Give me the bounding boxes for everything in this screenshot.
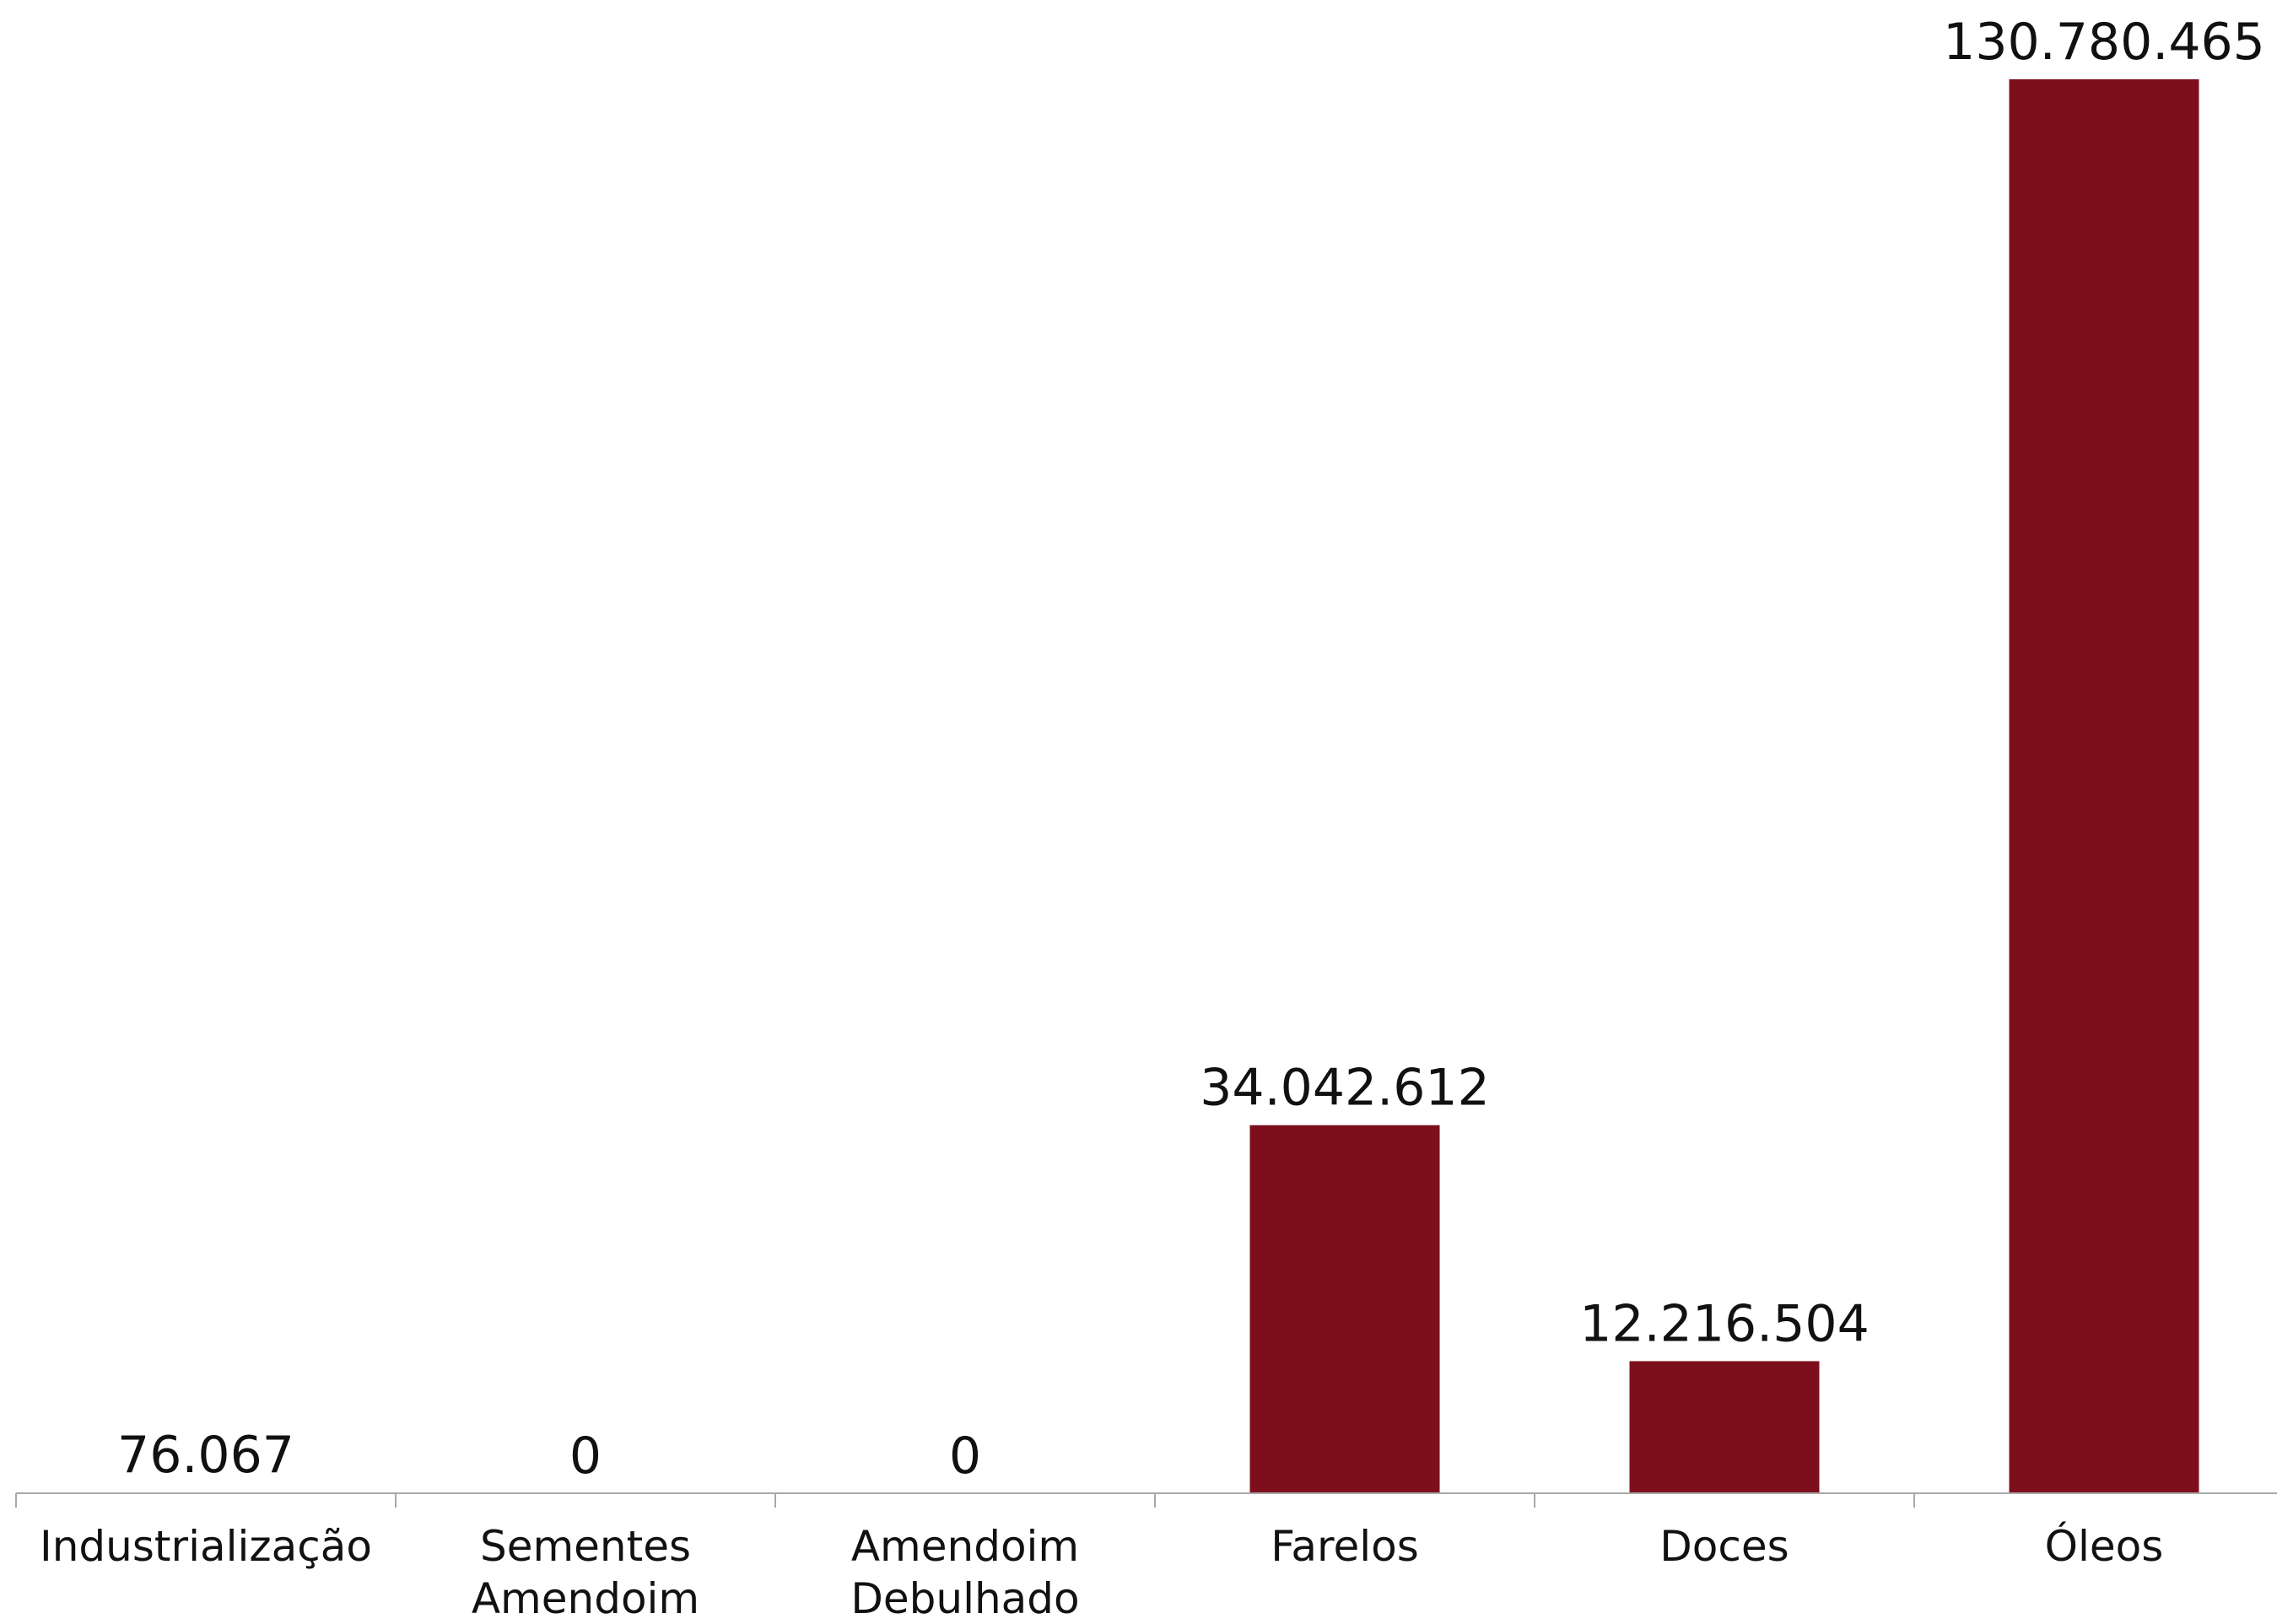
bar [2009,79,2199,1493]
category-label-line: Doces [1659,1522,1789,1571]
bar [1629,1361,1820,1493]
category-label-line: Industrialização [40,1522,372,1571]
category-label-line: Amendoim [472,1574,699,1620]
category-label-line: Óleos [2045,1521,2164,1571]
category-label-line: Debulhado [850,1574,1079,1620]
x-axis [15,1492,2277,1508]
data-label: 76.067 [117,1426,294,1485]
category-label: Amendoim Debulhado [850,1522,1079,1620]
bar [1249,1125,1440,1493]
category-label: Industrialização [40,1522,372,1571]
category-label: Sementes Amendoim [472,1522,699,1620]
data-label: 0 [569,1427,602,1486]
category-label-line: Amendoim [851,1522,1079,1571]
data-label: 130.780.465 [1943,13,2265,72]
category-label-line: Farelos [1271,1522,1419,1571]
data-label: 34.042.612 [1200,1059,1490,1118]
data-label: 0 [949,1427,981,1486]
category-label-line: Sementes [480,1522,691,1571]
category-label: Óleos [2045,1521,2164,1571]
bars-layer [111,79,2199,1493]
data-label: 12.216.504 [1579,1294,1870,1353]
category-label: Doces [1659,1522,1789,1571]
labels-layer: 76.067 0 0 34.042.612 12.216.504 130.780.465 I… [40,13,2265,1623]
category-label: Farelos [1271,1522,1419,1571]
